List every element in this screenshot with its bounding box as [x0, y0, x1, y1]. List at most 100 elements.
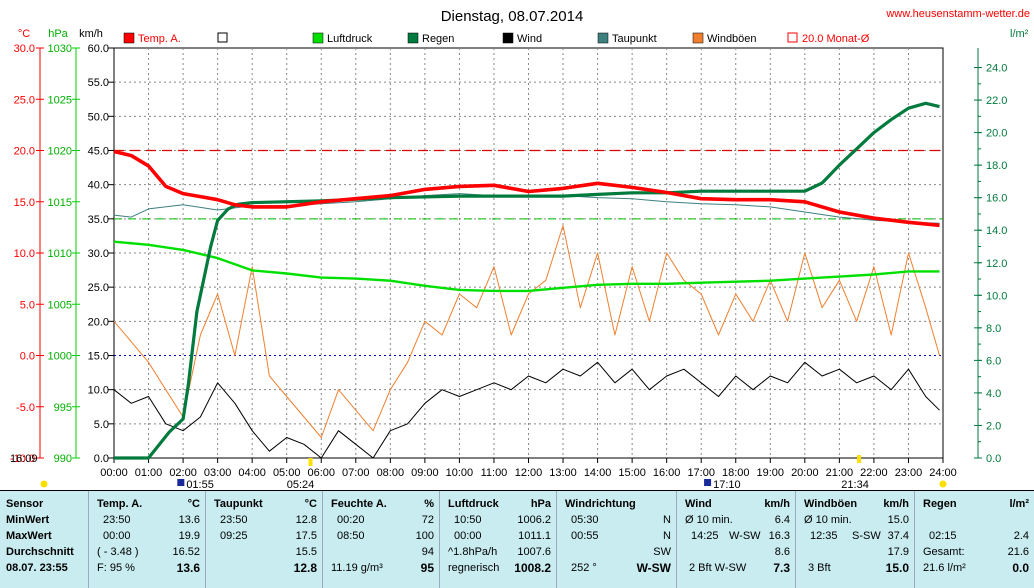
wind-max-time: 14:25 — [691, 530, 719, 542]
sunrise-label: 05:24 — [287, 479, 315, 490]
x-tick-label: 19:00 — [757, 467, 785, 479]
dir-min-time: 05:30 — [571, 514, 599, 526]
temp-tick-label: -10.0 — [10, 453, 35, 465]
pressure-tick-label: 1010 — [48, 248, 72, 260]
x-tick-label: 15:00 — [618, 467, 646, 479]
time-markers: 16:09 05:24 21:34 17:10 01:55 — [10, 453, 947, 490]
col-dew: Taupunkt °C 23:50 12.8 09:25 17.5 15.5 1… — [205, 491, 323, 588]
legend-label: Taupunkt — [612, 33, 657, 45]
moon-time-label: 17:10 — [713, 479, 741, 490]
dir-header: Windrichtung — [565, 498, 636, 510]
weather-chart: Dienstag, 08.07.2014 www.heusenstamm-wet… — [10, 8, 1030, 490]
rain-tick-label: 18.0 — [986, 160, 1007, 172]
rain-tick-label: 6.0 — [986, 355, 1001, 367]
temp-avg-val: 16.52 — [172, 546, 200, 558]
temp-tick-label: 30.0 — [14, 43, 35, 55]
legend-label: 20.0 Monat-Ø — [802, 33, 870, 45]
col-rain: Regen l/m² 02:15 2.4 Gesamt: 21.6 21.6 l… — [914, 491, 1034, 588]
press-now-val: 1008.2 — [514, 561, 551, 575]
site-url[interactable]: www.heusenstamm-wetter.de — [885, 8, 1030, 20]
dew-max-val: 17.5 — [295, 530, 317, 542]
legend-label: Luftdruck — [327, 33, 373, 45]
legend-swatch — [692, 32, 704, 44]
gust-max-val: 37.4 — [887, 530, 909, 542]
temp-tick-label: -5.0 — [16, 402, 35, 414]
dir-max-val: N — [663, 530, 671, 542]
x-tick-label: 05:00 — [273, 467, 301, 479]
press-min-time: 10:50 — [454, 514, 482, 526]
x-tick-label: 14:00 — [584, 467, 612, 479]
hum-unit: % — [424, 498, 434, 510]
x-tick-label: 02:00 — [169, 467, 197, 479]
legend-label: Windböen — [707, 33, 757, 45]
x-tick-label: 03:00 — [204, 467, 232, 479]
gust-max-dir: S-SW — [852, 530, 881, 542]
dir-max-time: 00:55 — [571, 530, 599, 542]
rain-unit: l/m² — [1009, 498, 1029, 510]
x-tick-label: 21:00 — [826, 467, 854, 479]
sunset-label: 21:34 — [841, 479, 869, 490]
rain-tick-label: 0.0 — [986, 453, 1001, 465]
pressure-tick-label: 1005 — [48, 299, 72, 311]
col-humidity: Feuchte A. % 00:20 72 08:50 100 94 11.19… — [322, 491, 440, 588]
rain-tick-label: 22.0 — [986, 95, 1007, 107]
x-tick-label: 12:00 — [515, 467, 543, 479]
plot-area — [113, 101, 940, 460]
pressure-tick-label: 990 — [54, 453, 72, 465]
wind-tick-label: 45.0 — [88, 146, 109, 158]
wind-now-val: 7.3 — [773, 561, 790, 575]
dew-now-val: 12.8 — [293, 561, 317, 575]
axes: 60.0 55.0 50.0 45.0 40.0 35.0 30.0 25.0 20.0 15.0… — [10, 43, 1008, 479]
legend-swatch — [502, 32, 514, 44]
x-tick-label: 20:00 — [791, 467, 819, 479]
wind-tick-label: 50.0 — [88, 111, 109, 123]
press-max-time: 00:00 — [454, 530, 482, 542]
rain-now-note: 21.6 l/m² — [923, 562, 966, 574]
hum-avg-val: 94 — [421, 546, 434, 558]
grid — [113, 47, 944, 459]
dew-max-time: 09:25 — [220, 530, 248, 542]
col-pressure: Luftdruck hPa 10:50 1006.2 00:00 1011.1 … — [439, 491, 557, 588]
rain-tick-label: 2.0 — [986, 420, 1001, 432]
stats-table: Sensor MinWert MaxWert Durchschnitt 08.0… — [0, 490, 1034, 588]
sun-end-icon — [939, 480, 947, 488]
series-line-windb-en — [113, 225, 940, 438]
legend-swatch — [597, 32, 609, 44]
series-line-wind — [113, 361, 940, 459]
x-tick-label: 22:00 — [860, 467, 888, 479]
dir-now-note: 252 ° — [571, 562, 597, 574]
rain-tick-label: 8.0 — [986, 323, 1001, 335]
wind-tick-label: 20.0 — [88, 316, 109, 328]
temp-tick-label: 10.0 — [14, 248, 35, 260]
x-tick-label: 04:00 — [238, 467, 266, 479]
wind-tick-label: 15.0 — [88, 351, 109, 363]
x-tick-label: 06:00 — [307, 467, 335, 479]
col-gust: Windböen km/h Ø 10 min. 15.0 12:35 S-SW … — [795, 491, 915, 588]
x-tick-label: 09:00 — [411, 467, 439, 479]
wind-tick-label: 30.0 — [88, 248, 109, 260]
rain-max-time: 02:15 — [929, 530, 957, 542]
dew-min-time: 23:50 — [220, 514, 248, 526]
press-now-note: regnerisch — [448, 562, 500, 574]
dew-min-val: 12.8 — [295, 514, 317, 526]
legend-swatch — [312, 32, 324, 44]
pressure-tick-label: 1025 — [48, 94, 72, 106]
hum-min-val: 72 — [421, 514, 434, 526]
unit-wind: km/h — [79, 28, 103, 40]
legend-label: Temp. A. — [138, 33, 181, 45]
wind-header: Wind — [685, 498, 712, 510]
x-tick-label: 07:00 — [342, 467, 370, 479]
temp-avg-note: ( - 3.48 ) — [97, 546, 139, 558]
hum-min-time: 00:20 — [337, 514, 365, 526]
wind-tick-label: 35.0 — [88, 214, 109, 226]
x-tick-label: 24:00 — [929, 467, 957, 479]
x-tick-label: 00:00 — [100, 467, 128, 479]
wind-max-dir: W-SW — [729, 530, 761, 542]
col-temp: Temp. A. °C 23:50 13.6 00:00 19.9 ( - 3.… — [88, 491, 206, 588]
gust-max-time: 12:35 — [810, 530, 838, 542]
x-tick-label: 18:00 — [722, 467, 750, 479]
dir-min-val: N — [663, 514, 671, 526]
x-tick-label: 01:00 — [135, 467, 163, 479]
x-tick-label: 08:00 — [377, 467, 405, 479]
temp-now-note: F: 95 % — [97, 562, 135, 574]
